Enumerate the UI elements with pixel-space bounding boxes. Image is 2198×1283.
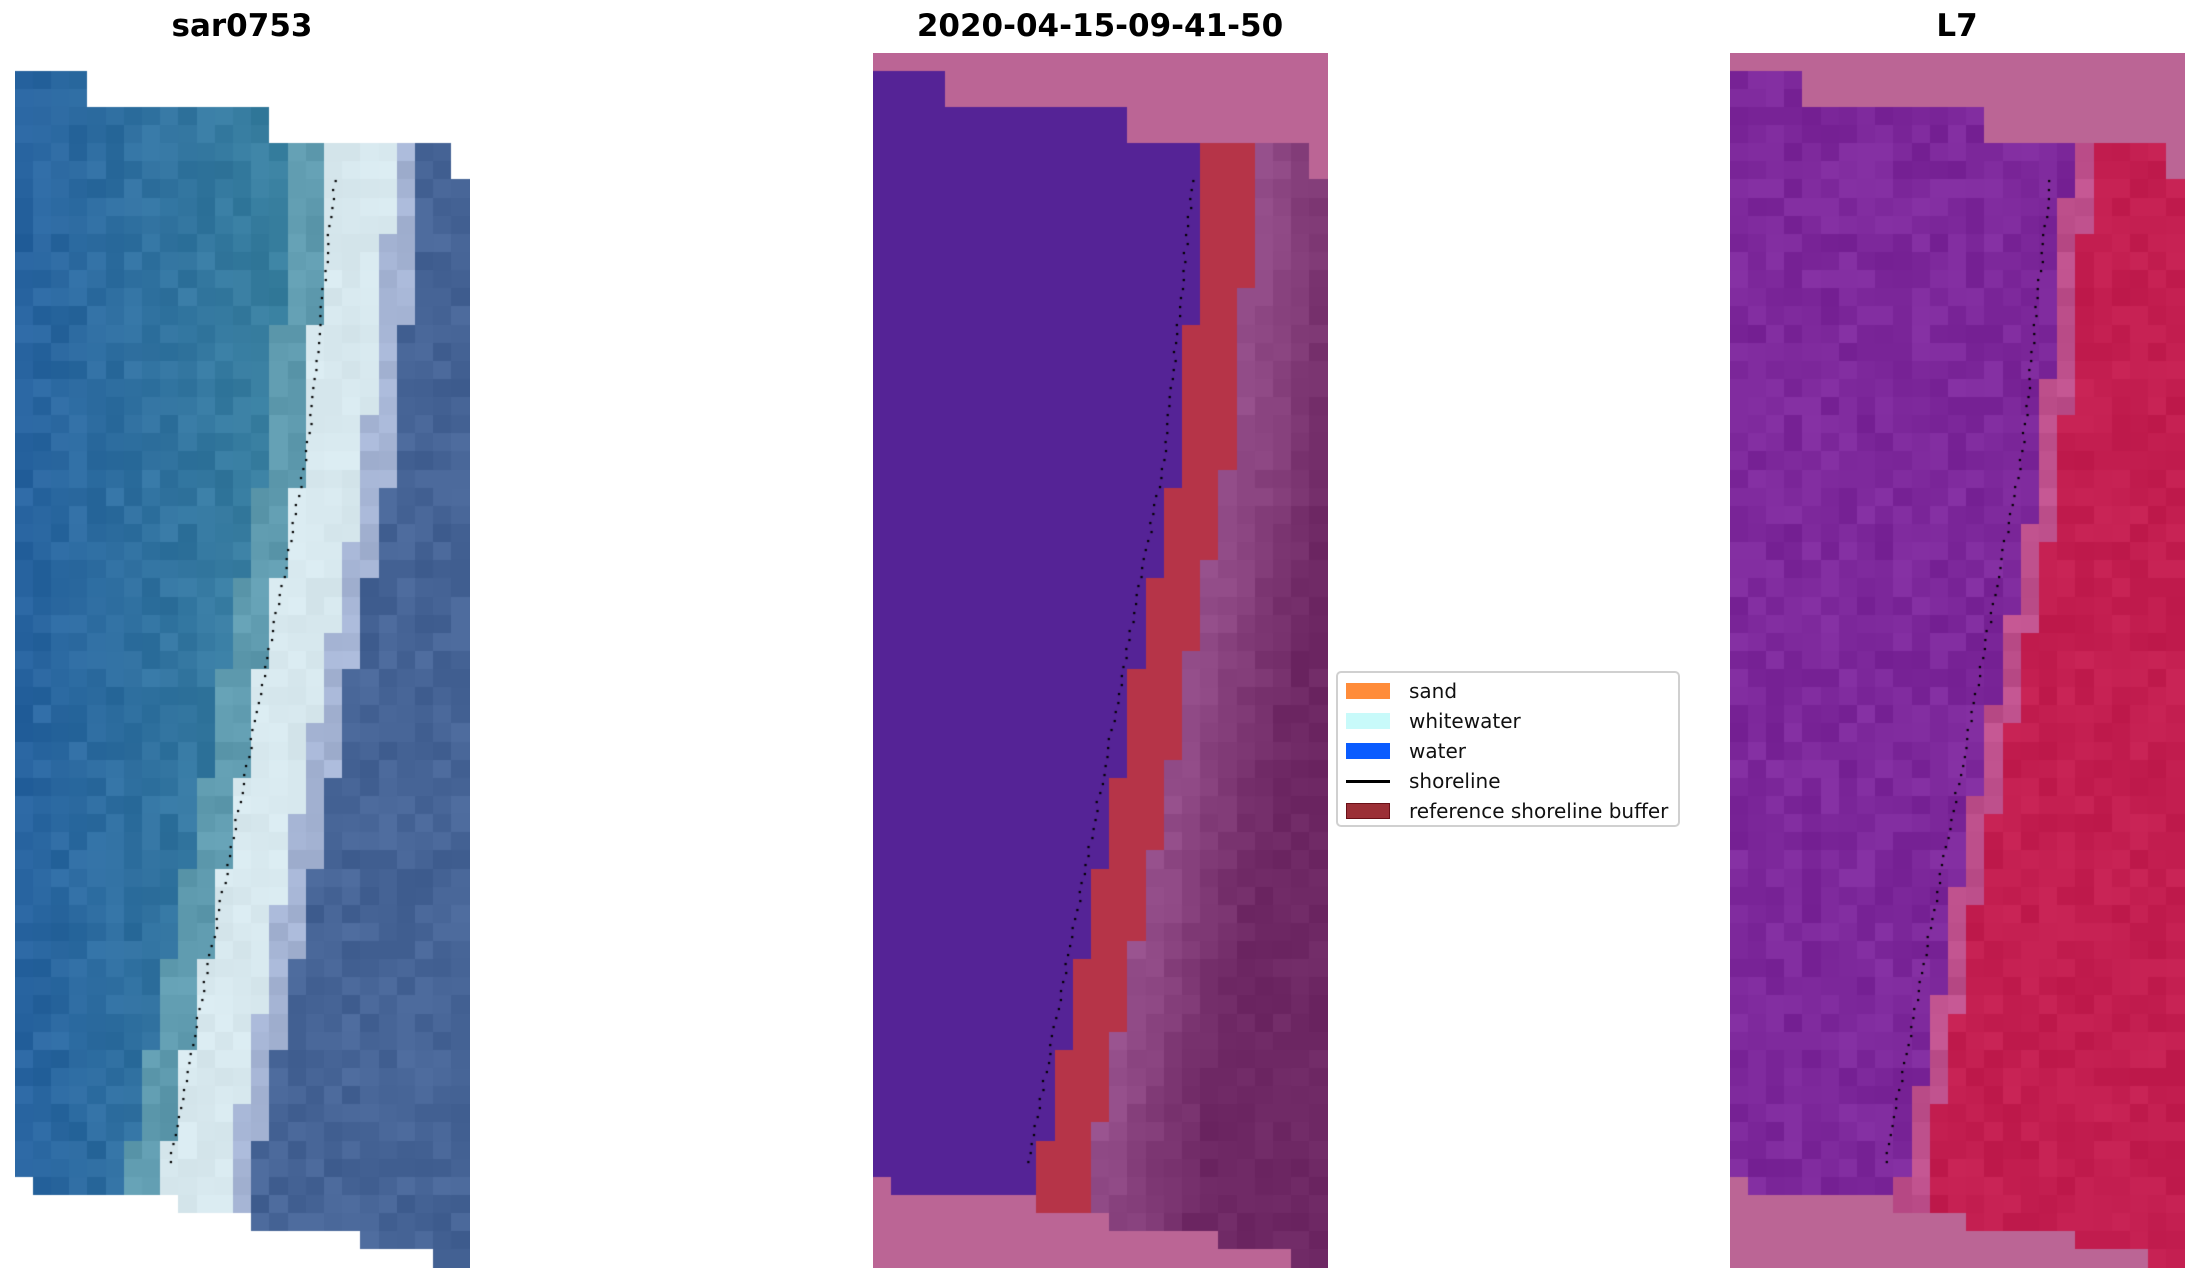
legend-label: whitewater [1409, 709, 1521, 733]
shoreline-line-swatch [1346, 779, 1390, 783]
index-image-panel [1730, 53, 2185, 1268]
classified-image-panel [873, 53, 1328, 1268]
legend-label: shoreline [1409, 769, 1501, 793]
legend-item-whitewater: whitewater [1346, 709, 1521, 733]
legend-label: reference shoreline buffer [1409, 799, 1669, 823]
sand-swatch [1346, 683, 1390, 699]
legend-label: water [1409, 739, 1466, 763]
panel-title-index: L7 [1936, 8, 1978, 44]
legend: sand whitewater water shoreline referenc… [1336, 671, 1680, 827]
legend-item-shoreline: shoreline [1346, 769, 1501, 793]
whitewater-swatch [1346, 713, 1390, 729]
panel-title-classified: 2020-04-15-09-41-50 [916, 8, 1284, 44]
legend-item-sand: sand [1346, 679, 1457, 703]
water-swatch [1346, 743, 1390, 759]
buffer-swatch [1346, 803, 1390, 819]
panel-title-image: sar0753 [171, 8, 313, 44]
legend-item-buffer: reference shoreline buffer [1346, 799, 1668, 823]
legend-item-water: water [1346, 739, 1466, 763]
rgb-image-panel [15, 53, 470, 1268]
legend-label: sand [1409, 679, 1458, 703]
